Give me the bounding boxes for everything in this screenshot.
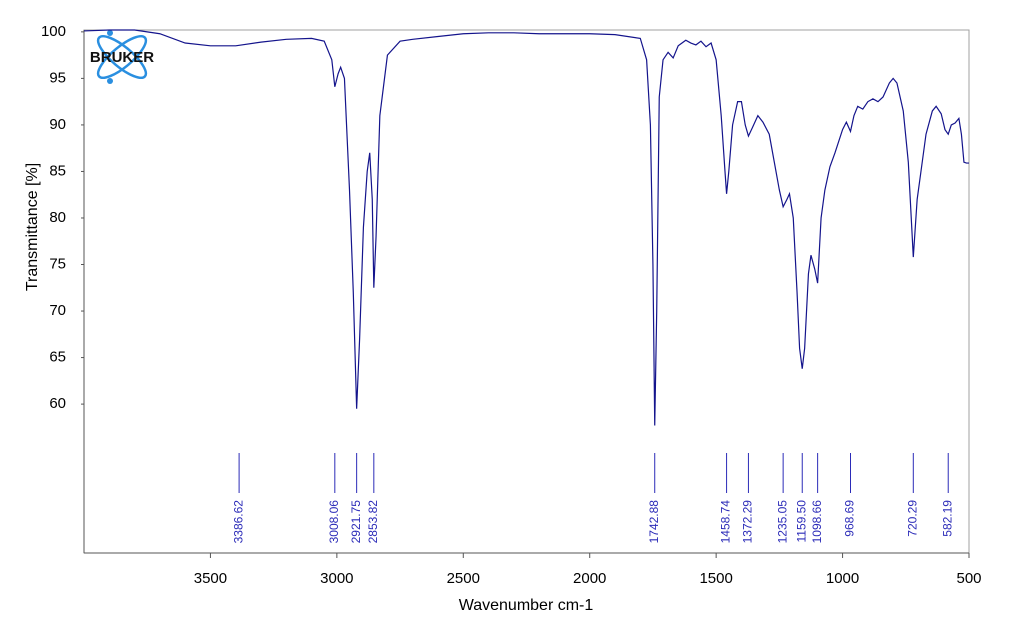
logo: BRUKER xyxy=(90,30,154,84)
peak-label: 1159.50 xyxy=(794,500,808,543)
peak-label: 1372.29 xyxy=(741,500,755,544)
peak-label: 2921.75 xyxy=(349,500,363,544)
y-axis-label: Transmittance [%] xyxy=(24,163,41,291)
y-tick-label: 65 xyxy=(49,349,66,366)
x-tick-label: 3000 xyxy=(320,570,353,587)
x-tick-label: 500 xyxy=(956,570,981,587)
logo-orbit xyxy=(96,35,148,79)
peak-label: 2853.82 xyxy=(366,500,380,544)
peak-label: 3008.06 xyxy=(327,500,341,544)
y-tick-label: 85 xyxy=(49,162,66,179)
peak-label: 1458.74 xyxy=(719,500,733,544)
peak-label: 1742.88 xyxy=(647,500,661,544)
y-tick-label: 80 xyxy=(49,209,66,226)
x-tick-label: 1500 xyxy=(699,570,732,587)
peak-label: 1235.05 xyxy=(775,500,789,544)
x-tick-label: 3500 xyxy=(194,570,227,587)
x-tick-label: 1000 xyxy=(826,570,859,587)
peak-label: 968.69 xyxy=(843,500,857,537)
peak-label: 3386.62 xyxy=(231,500,245,544)
y-tick-label: 95 xyxy=(49,69,66,86)
peak-label: 720.29 xyxy=(905,500,919,537)
peak-label: 1098.66 xyxy=(810,500,824,544)
y-tick-label: 100 xyxy=(41,23,66,40)
y-tick-label: 90 xyxy=(49,116,66,133)
x-tick-label: 2500 xyxy=(447,570,480,587)
logo-dot xyxy=(107,78,113,84)
x-tick-label: 2000 xyxy=(573,570,606,587)
x-axis-label: Wavenumber cm-1 xyxy=(459,597,594,614)
y-tick-label: 60 xyxy=(49,395,66,412)
logo-orbit xyxy=(96,35,148,79)
peak-label: 582.19 xyxy=(940,500,954,537)
logo-dot xyxy=(107,30,113,36)
y-tick-label: 70 xyxy=(49,302,66,319)
logo-text: BRUKER xyxy=(90,49,154,66)
y-tick-label: 75 xyxy=(49,255,66,272)
spectrum-line xyxy=(83,29,969,426)
